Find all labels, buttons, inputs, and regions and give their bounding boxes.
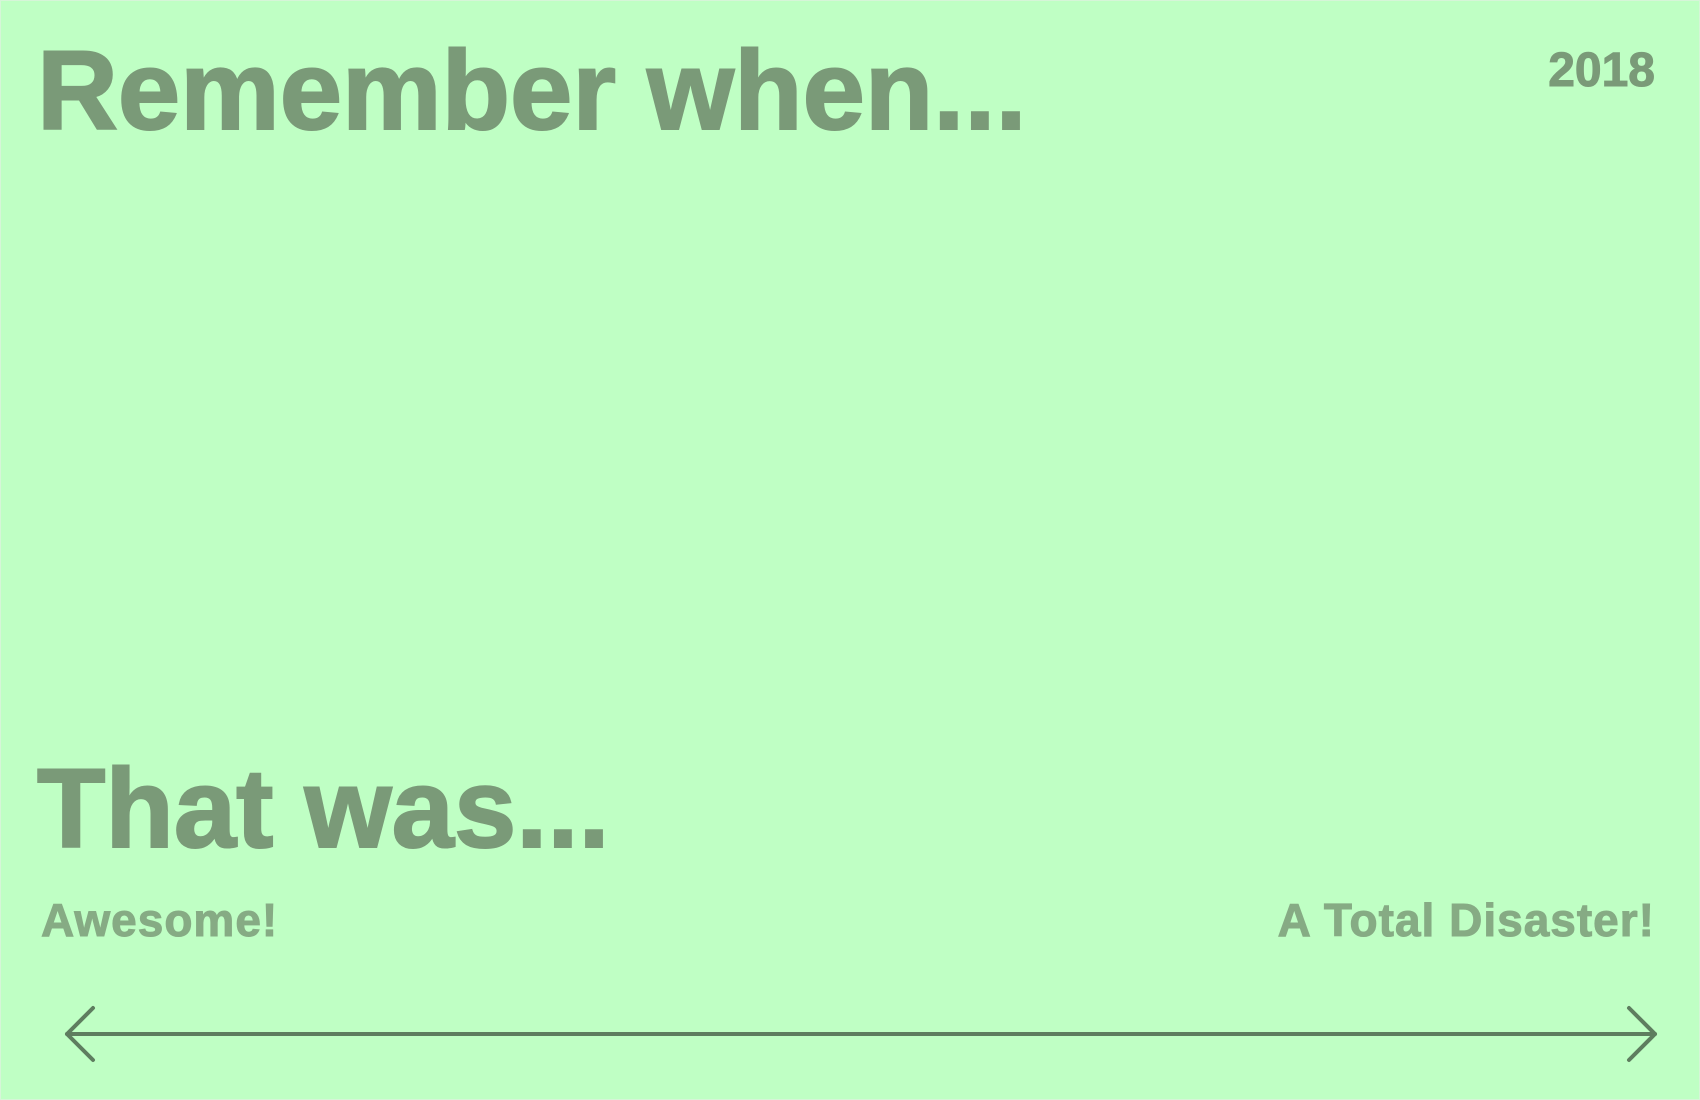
arrow-head-right (1627, 1006, 1657, 1062)
remember-when-heading: Remember when... (36, 28, 1028, 153)
that-was-heading: That was... (36, 746, 611, 871)
year-label: 2018 (1548, 44, 1656, 97)
scale-left-label: Awesome! (40, 894, 279, 946)
arrow-head-left (65, 1006, 95, 1062)
double-headed-arrow-icon (65, 1006, 1657, 1062)
scale-right-label: A Total Disaster! (1277, 894, 1655, 946)
